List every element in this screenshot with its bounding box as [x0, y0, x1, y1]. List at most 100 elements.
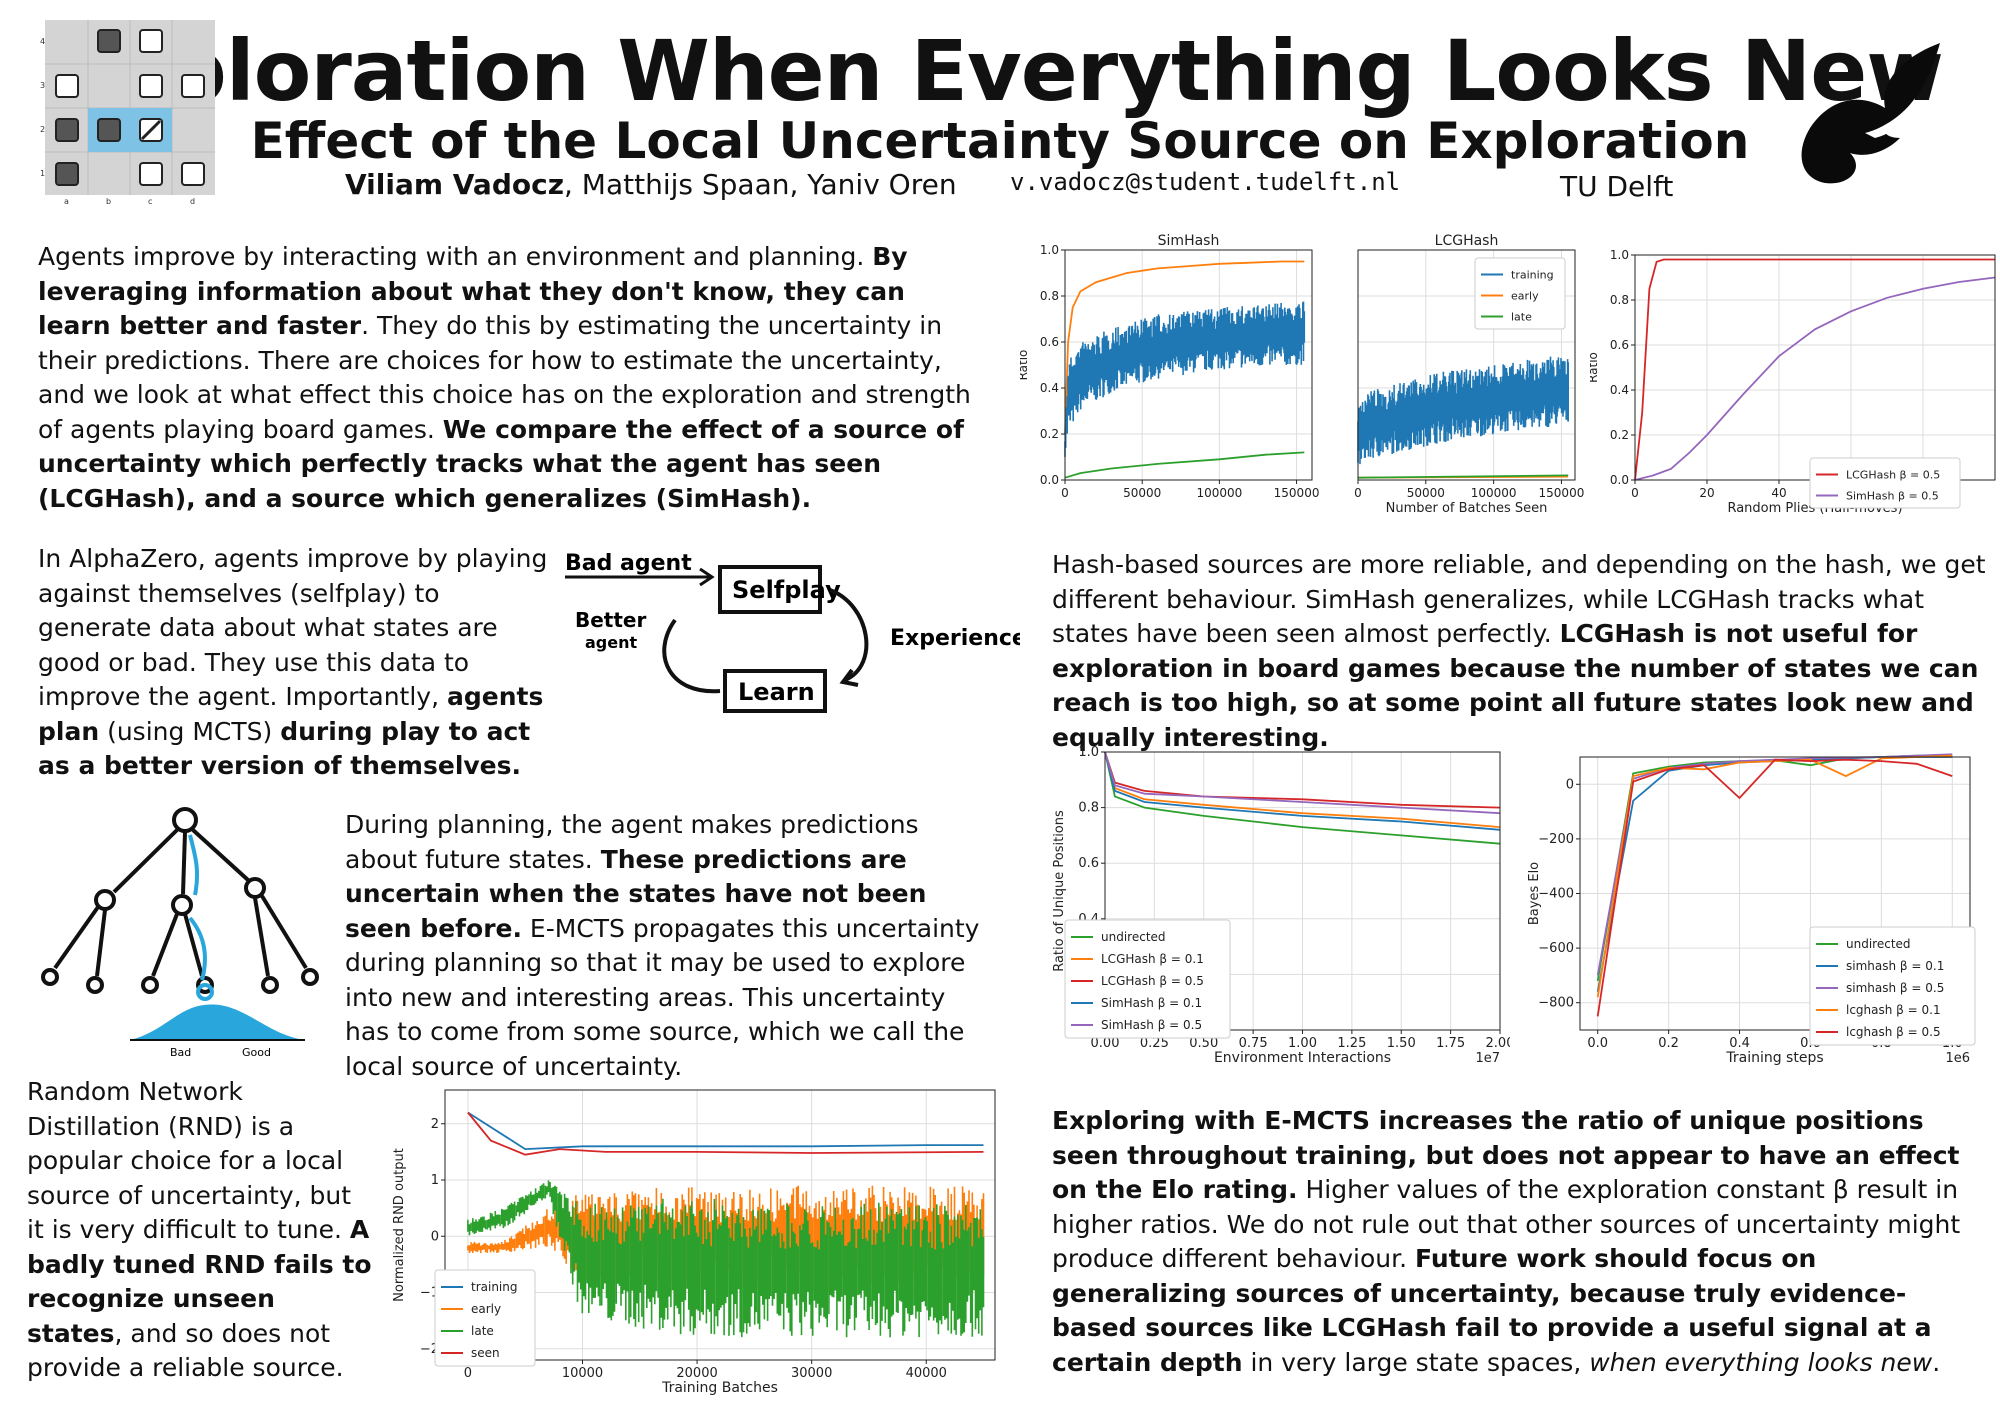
y-tick-label: −200 — [1538, 832, 1574, 847]
y-tick-label: 0.8 — [1610, 293, 1629, 307]
authors: Viliam Vadocz, Matthijs Spaan, Yaniv Ore… — [345, 168, 957, 201]
y-tick-label: 2 — [431, 1117, 439, 1132]
good-label: Good — [242, 1046, 271, 1059]
rnd-paragraph: Random Network Distillation (RND) is a p… — [27, 1077, 372, 1382]
board-game-image: 4 3 2 1 a b c d — [40, 20, 215, 205]
legend-label: LCGHash β = 0.5 — [1101, 974, 1204, 988]
author-rest: , Matthijs Spaan, Yaniv Oren — [564, 168, 957, 201]
random-plies-chart: 0.00.20.40.60.81.0020406080Random Plies … — [1590, 248, 1996, 516]
legend-label: LCGHash β = 0.5 — [1846, 469, 1940, 482]
x-tick-label: 40 — [1771, 486, 1786, 500]
legend-label: late — [1511, 311, 1532, 324]
x-tick-label: 0.50 — [1189, 1036, 1218, 1051]
legend-label: lcghash β = 0.5 — [1846, 1025, 1941, 1039]
x-axis-label: Number of Batches Seen — [1386, 501, 1548, 516]
legend-label: early — [471, 1302, 501, 1316]
intro-paragraph: Agents improve by interacting with an en… — [38, 242, 971, 513]
x-tick-label: 50000 — [1407, 486, 1445, 500]
series-seen — [467, 1111, 984, 1156]
y-tick-label: 0.8 — [1078, 801, 1099, 816]
legend-label: undirected — [1101, 930, 1166, 944]
series-simhash-0-5 — [1634, 276, 1996, 481]
board-col-label: d — [190, 197, 195, 205]
y-tick-label: 0 — [1566, 777, 1574, 792]
x-tick-label: 0 — [1061, 486, 1069, 500]
hash-paragraph: Hash-based sources are more reliable, an… — [1052, 550, 1986, 752]
y-axis-label: Normalized RND output — [392, 1148, 407, 1302]
x-tick-label: 1.00 — [1288, 1036, 1317, 1051]
x-tick-label: 1.50 — [1387, 1036, 1416, 1051]
chart-title: SimHash — [1158, 233, 1220, 249]
y-tick-label: 1.0 — [1610, 248, 1629, 262]
chart-title: LCGHash — [1435, 233, 1499, 249]
y-tick-label: 0.6 — [1610, 338, 1629, 352]
x-tick-label: 2.00 — [1486, 1036, 1510, 1051]
series-early — [1064, 260, 1305, 435]
series-lcghash-0-5 — [1634, 258, 1995, 481]
y-tick-label: 0.8 — [1040, 289, 1059, 303]
flame-logo — [1801, 43, 1940, 184]
x-tick-label: 100000 — [1196, 486, 1242, 500]
x-tick-label: 0.4 — [1729, 1036, 1750, 1051]
agent-label: agent — [585, 633, 637, 652]
alphazero-paragraph: In AlphaZero, agents improve by playing … — [38, 544, 548, 780]
x-tick-label: 150000 — [1274, 486, 1320, 500]
y-tick-label: 0.2 — [1610, 428, 1629, 442]
learn-label: Learn — [738, 678, 815, 706]
plot-frame — [1064, 249, 1313, 481]
y-axis-label: Ratio — [1020, 350, 1030, 381]
x-tick-label: 10000 — [562, 1366, 603, 1381]
board-col-label: c — [148, 197, 152, 205]
series-late — [467, 1180, 985, 1338]
y-tick-label: −600 — [1538, 941, 1574, 956]
legend-box — [1809, 457, 1961, 509]
y-tick-label: −1 — [420, 1286, 439, 1301]
chart-legend: LCGHash β = 0.5 SimHash β = 0.5 — [1809, 457, 1961, 509]
chart-legend: training early late seen — [434, 1269, 536, 1367]
y-tick-label: −400 — [1538, 887, 1574, 902]
plot-frame — [1357, 249, 1576, 481]
board-col-label: a — [64, 197, 69, 205]
board-row-label: 3 — [40, 81, 45, 90]
y-tick-label: 0.0 — [1610, 473, 1629, 487]
x-tick-label: 0 — [1354, 486, 1362, 500]
chart-legend: undirected simhash β = 0.1 simhash β = 0.5… — [1809, 926, 1976, 1046]
chart-grid — [1634, 254, 1995, 481]
legend-box — [1064, 919, 1231, 1039]
x-multiplier: 1e7 — [1475, 1051, 1500, 1066]
board-row-label: 2 — [40, 125, 45, 134]
y-tick-label: 0.2 — [1040, 427, 1059, 441]
series-simhash-0-1 — [1104, 751, 1501, 831]
y-tick-label: 0.0 — [1040, 473, 1059, 487]
legend-label: simhash β = 0.5 — [1846, 981, 1944, 995]
poster-subtitle: Effect of the Local Uncertainty Source o… — [250, 112, 1750, 170]
legend-label: seen — [471, 1346, 500, 1360]
better-label: Better — [575, 608, 646, 632]
legend-label: training — [471, 1280, 518, 1294]
y-tick-label: 0 — [431, 1229, 439, 1244]
series-training — [1357, 356, 1569, 465]
board-row-label: 4 — [40, 37, 45, 46]
series-late — [1064, 451, 1305, 479]
planning-paragraph: During planning, the agent makes predict… — [345, 810, 980, 1081]
x-tick-label: 1.25 — [1337, 1036, 1366, 1051]
search-tree-diagram: Bad Good — [41, 807, 319, 1059]
legend-box — [434, 1269, 536, 1367]
x-axis-label: Training Batches — [661, 1380, 778, 1396]
legend-label: simhash β = 0.1 — [1846, 959, 1944, 973]
selfplay-label: Selfplay — [732, 576, 841, 604]
plot-frame — [1634, 254, 1996, 481]
y-tick-label: −2 — [420, 1342, 439, 1357]
x-tick-label: 20000 — [676, 1366, 717, 1381]
legend-label: undirected — [1846, 937, 1911, 951]
bayes-elo-chart: 0−200−400−600−8000.00.20.40.60.81.0Train… — [1527, 753, 1976, 1066]
legend-label: training — [1511, 269, 1554, 282]
legend-box — [1474, 257, 1566, 330]
series-training — [467, 1111, 984, 1151]
series-late — [1357, 474, 1569, 479]
poster-title: Exploration When Everything Looks New — [57, 22, 1944, 120]
y-tick-label: −800 — [1538, 996, 1574, 1011]
x-tick-label: 0.75 — [1239, 1036, 1268, 1051]
y-tick-label: 0.6 — [1040, 335, 1059, 349]
conclusion-paragraph: Exploring with E-MCTS increases the rati… — [1052, 1106, 1961, 1377]
